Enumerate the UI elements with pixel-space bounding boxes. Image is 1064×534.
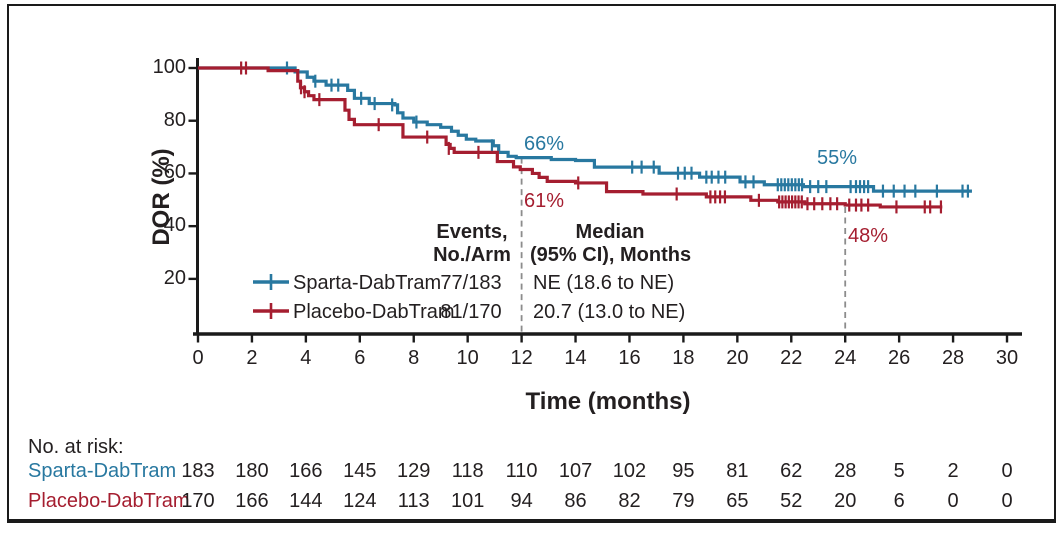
legend-events-header-line2: No./Arm bbox=[433, 244, 511, 266]
km-curve-placebo bbox=[198, 66, 943, 209]
x-axis-title: Time (months) bbox=[525, 388, 691, 415]
risk-count: 180 bbox=[235, 460, 269, 482]
risk-count: 166 bbox=[235, 490, 269, 512]
risk-count: 28 bbox=[834, 460, 857, 482]
risk-count: 0 bbox=[947, 490, 959, 512]
annotation-24mo-placebo: 48% bbox=[848, 225, 889, 247]
legend-median-placebo: 20.7 (13.0 to NE) bbox=[533, 301, 686, 323]
risk-count: 113 bbox=[397, 490, 430, 512]
x-tick-label: 10 bbox=[456, 347, 479, 369]
risk-count: 129 bbox=[397, 460, 431, 482]
risk-count: 62 bbox=[780, 460, 803, 482]
y-axis-title: DOR (%) bbox=[148, 148, 175, 246]
km-curve-sparta bbox=[198, 66, 972, 193]
annotation-12mo-sparta: 66% bbox=[524, 133, 565, 155]
risk-count: 118 bbox=[451, 460, 484, 482]
y-tick-label: 20 bbox=[163, 266, 186, 289]
risk-count: 6 bbox=[893, 490, 905, 512]
legend-events-placebo: 81/170 bbox=[440, 301, 502, 323]
risk-count: 0 bbox=[1001, 490, 1013, 512]
annotation-24mo-sparta: 55% bbox=[817, 147, 858, 169]
legend-median-header-line2: (95% CI), Months bbox=[530, 244, 692, 266]
risk-count: 82 bbox=[618, 490, 641, 512]
risk-count: 102 bbox=[612, 460, 647, 482]
figure-frame bbox=[7, 4, 1056, 523]
risk-count: 170 bbox=[181, 490, 215, 512]
x-tick-label: 14 bbox=[564, 347, 587, 369]
x-tick-label: 12 bbox=[510, 347, 533, 369]
risk-count: 2 bbox=[947, 460, 959, 482]
x-tick-label: 24 bbox=[834, 347, 857, 369]
legend-median-header-line1: Median bbox=[575, 221, 645, 243]
risk-count: 0 bbox=[1001, 460, 1013, 482]
risk-count: 124 bbox=[343, 490, 377, 512]
risk-count: 107 bbox=[558, 460, 593, 482]
legend-events-header-line1: Events, bbox=[436, 221, 508, 243]
annotation-12mo-placebo: 61% bbox=[524, 190, 565, 212]
x-tick-label: 16 bbox=[618, 347, 641, 369]
risk-count: 20 bbox=[834, 490, 857, 512]
x-tick-label: 0 bbox=[192, 347, 204, 369]
risk-table-title: No. at risk: bbox=[28, 436, 124, 458]
risk-count: 95 bbox=[672, 460, 695, 482]
risk-row-label-placebo: Placebo-DabTram bbox=[28, 490, 190, 512]
legend-events-sparta: 77/183 bbox=[440, 272, 502, 294]
risk-count: 79 bbox=[672, 490, 695, 512]
x-tick-label: 22 bbox=[780, 347, 803, 369]
risk-count: 5 bbox=[893, 460, 905, 482]
legend-label-sparta: Sparta-DabTram bbox=[293, 272, 442, 294]
risk-count: 145 bbox=[343, 460, 377, 482]
risk-count: 86 bbox=[564, 490, 587, 512]
risk-count: 110 bbox=[505, 460, 538, 482]
risk-count: 52 bbox=[780, 490, 803, 512]
y-tick-label: 60 bbox=[163, 161, 186, 184]
risk-row-label-sparta: Sparta-DabTram bbox=[28, 460, 177, 482]
risk-count: 183 bbox=[181, 460, 215, 482]
y-tick-label: 100 bbox=[152, 56, 186, 78]
risk-count: 166 bbox=[289, 460, 323, 482]
x-tick-label: 6 bbox=[354, 347, 366, 369]
risk-count: 65 bbox=[726, 490, 749, 512]
x-tick-label: 8 bbox=[408, 347, 420, 369]
x-tick-label: 20 bbox=[726, 347, 749, 369]
legend-median-sparta: NE (18.6 to NE) bbox=[533, 272, 675, 294]
x-tick-label: 26 bbox=[888, 347, 911, 369]
x-tick-label: 18 bbox=[672, 347, 695, 369]
y-tick-label: 80 bbox=[163, 108, 186, 131]
y-tick-label: 40 bbox=[163, 214, 186, 237]
risk-count: 94 bbox=[510, 490, 533, 512]
risk-count: 81 bbox=[726, 460, 749, 482]
risk-count: 101 bbox=[450, 490, 485, 512]
legend-label-placebo: Placebo-DabTram bbox=[293, 301, 455, 323]
x-tick-label: 2 bbox=[246, 347, 258, 369]
risk-count: 144 bbox=[289, 490, 323, 512]
x-tick-label: 28 bbox=[941, 347, 965, 369]
x-tick-label: 30 bbox=[995, 347, 1019, 369]
x-tick-label: 4 bbox=[300, 347, 312, 369]
